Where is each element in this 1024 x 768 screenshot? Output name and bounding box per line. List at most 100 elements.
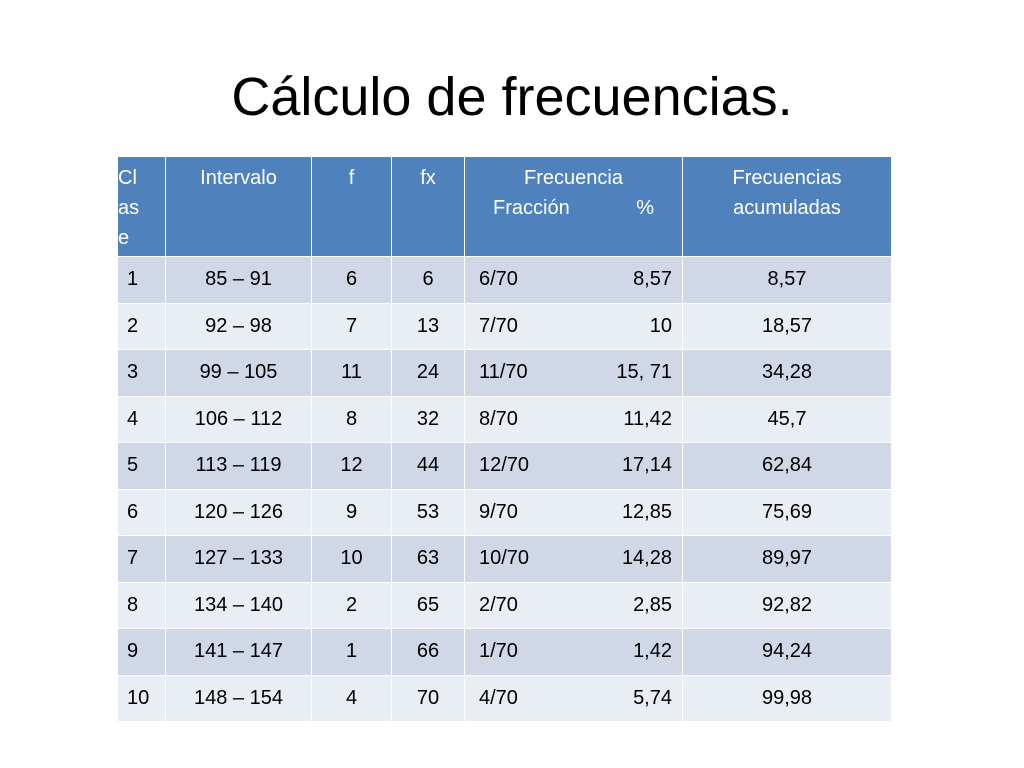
cell-frecuencia: 9/70 12,85	[464, 488, 683, 536]
cell-frecuencia: 6/70 8,57	[464, 256, 683, 304]
cell-fx: 32	[391, 395, 465, 443]
cell-pct: 14,28	[621, 547, 672, 570]
cell-f: 2	[311, 581, 392, 629]
cell-intervalo: 99 – 105	[165, 349, 312, 397]
frecuencia-pair: 9/70 12,85	[479, 501, 672, 524]
table-row: 8 134 – 140 2 65 2/70 2,85 92,82	[117, 581, 892, 629]
cell-acumulada: 94,24	[682, 628, 892, 676]
header-fx: fx	[391, 156, 465, 257]
cell-frecuencia: 1/70 1,42	[464, 628, 683, 676]
cell-pct: 11,42	[623, 407, 672, 430]
cell-clase: 9	[117, 628, 166, 676]
frequency-table: Cl as e Intervalo f fx Frecuencia Fracci…	[117, 156, 892, 722]
header-pct: %	[636, 197, 654, 219]
header-clase-line: as	[118, 197, 140, 219]
cell-clase: 8	[117, 581, 166, 629]
cell-intervalo: 113 – 119	[165, 442, 312, 490]
slide-title: Cálculo de frecuencias.	[231, 67, 793, 127]
cell-acumulada: 62,84	[682, 442, 892, 490]
cell-fx: 70	[391, 674, 465, 722]
cell-f: 8	[311, 395, 392, 443]
cell-clase: 5	[117, 442, 166, 490]
cell-fraccion: 7/70	[479, 314, 518, 337]
cell-acumulada: 75,69	[682, 488, 892, 536]
table-row: 2 92 – 98 7 13 7/70 10 18,57	[117, 302, 892, 350]
cell-fx: 44	[391, 442, 465, 490]
cell-clase: 6	[117, 488, 166, 536]
cell-frecuencia: 8/70 11,42	[464, 395, 683, 443]
cell-fraccion: 1/70	[479, 640, 518, 663]
frecuencia-pair: 2/70 2,85	[479, 594, 672, 617]
header-acumuladas: Frecuencias acumuladas	[682, 156, 892, 257]
header-frecuencia-title: Frecuencia	[524, 167, 623, 189]
table-row: 6 120 – 126 9 53 9/70 12,85 75,69	[117, 488, 892, 536]
cell-frecuencia: 10/70 14,28	[464, 535, 683, 583]
cell-intervalo: 92 – 98	[165, 302, 312, 350]
cell-pct: 15, 71	[616, 361, 672, 384]
cell-intervalo: 106 – 112	[165, 395, 312, 443]
cell-f: 6	[311, 256, 392, 304]
cell-fraccion: 4/70	[479, 686, 518, 709]
cell-frecuencia: 4/70 5,74	[464, 674, 683, 722]
cell-f: 7	[311, 302, 392, 350]
cell-intervalo: 120 – 126	[165, 488, 312, 536]
frecuencia-pair: 4/70 5,74	[479, 687, 672, 710]
header-f: f	[311, 156, 392, 257]
frecuencia-pair: 11/70 15, 71	[479, 361, 672, 384]
cell-frecuencia: 2/70 2,85	[464, 581, 683, 629]
cell-acumulada: 89,97	[682, 535, 892, 583]
cell-fraccion: 6/70	[479, 268, 518, 291]
cell-pct: 1,42	[633, 640, 672, 663]
header-clase-line: Cl	[118, 167, 137, 189]
cell-intervalo: 148 – 154	[165, 674, 312, 722]
cell-acumulada: 45,7	[682, 395, 892, 443]
header-frecuencia-sub: Fracción %	[465, 193, 682, 223]
header-intervalo: Intervalo	[165, 156, 312, 257]
cell-f: 10	[311, 535, 392, 583]
cell-intervalo: 85 – 91	[165, 256, 312, 304]
frecuencia-pair: 12/70 17,14	[479, 454, 672, 477]
header-acumuladas-line: Frecuencias	[732, 167, 842, 189]
cell-pct: 2,85	[633, 593, 672, 616]
table-header-row: Cl as e Intervalo f fx Frecuencia Fracci…	[117, 156, 892, 257]
header-fraccion: Fracción	[493, 197, 570, 219]
cell-acumulada: 8,57	[682, 256, 892, 304]
header-clase: Cl as e	[117, 156, 166, 257]
table-row: 4 106 – 112 8 32 8/70 11,42 45,7	[117, 395, 892, 443]
cell-fx: 65	[391, 581, 465, 629]
frecuencia-pair: 1/70 1,42	[479, 640, 672, 663]
cell-fx: 63	[391, 535, 465, 583]
cell-clase: 10	[117, 674, 166, 722]
cell-fx: 13	[391, 302, 465, 350]
cell-f: 12	[311, 442, 392, 490]
frecuencia-pair: 8/70 11,42	[479, 408, 672, 431]
table-row: 9 141 – 147 1 66 1/70 1,42 94,24	[117, 628, 892, 676]
header-acumuladas-line: acumuladas	[733, 197, 841, 219]
table-body: 1 85 – 91 6 6 6/70 8,57 8,57 2 92 – 98 7 13 7/70 10 1…	[117, 256, 892, 722]
cell-clase: 1	[117, 256, 166, 304]
cell-fx: 6	[391, 256, 465, 304]
cell-frecuencia: 11/70 15, 71	[464, 349, 683, 397]
cell-fraccion: 2/70	[479, 593, 518, 616]
cell-intervalo: 141 – 147	[165, 628, 312, 676]
cell-fraccion: 11/70	[479, 361, 528, 384]
table-row: 3 99 – 105 11 24 11/70 15, 71 34,28	[117, 349, 892, 397]
cell-acumulada: 92,82	[682, 581, 892, 629]
frecuencia-pair: 10/70 14,28	[479, 547, 672, 570]
cell-fx: 66	[391, 628, 465, 676]
table-row: 10 148 – 154 4 70 4/70 5,74 99,98	[117, 674, 892, 722]
cell-fx: 24	[391, 349, 465, 397]
cell-clase: 4	[117, 395, 166, 443]
frecuencia-pair: 7/70 10	[479, 315, 672, 338]
cell-acumulada: 99,98	[682, 674, 892, 722]
cell-fraccion: 10/70	[479, 547, 530, 570]
cell-pct: 10	[649, 314, 672, 337]
cell-frecuencia: 7/70 10	[464, 302, 683, 350]
cell-frecuencia: 12/70 17,14	[464, 442, 683, 490]
table-row: 5 113 – 119 12 44 12/70 17,14 62,84	[117, 442, 892, 490]
cell-intervalo: 127 – 133	[165, 535, 312, 583]
cell-pct: 17,14	[621, 454, 672, 477]
cell-acumulada: 34,28	[682, 349, 892, 397]
cell-intervalo: 134 – 140	[165, 581, 312, 629]
cell-clase: 3	[117, 349, 166, 397]
